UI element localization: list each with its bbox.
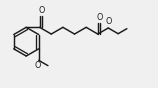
Text: O: O (105, 17, 112, 26)
Text: O: O (35, 61, 41, 70)
Text: O: O (96, 13, 103, 22)
Text: O: O (38, 6, 45, 15)
